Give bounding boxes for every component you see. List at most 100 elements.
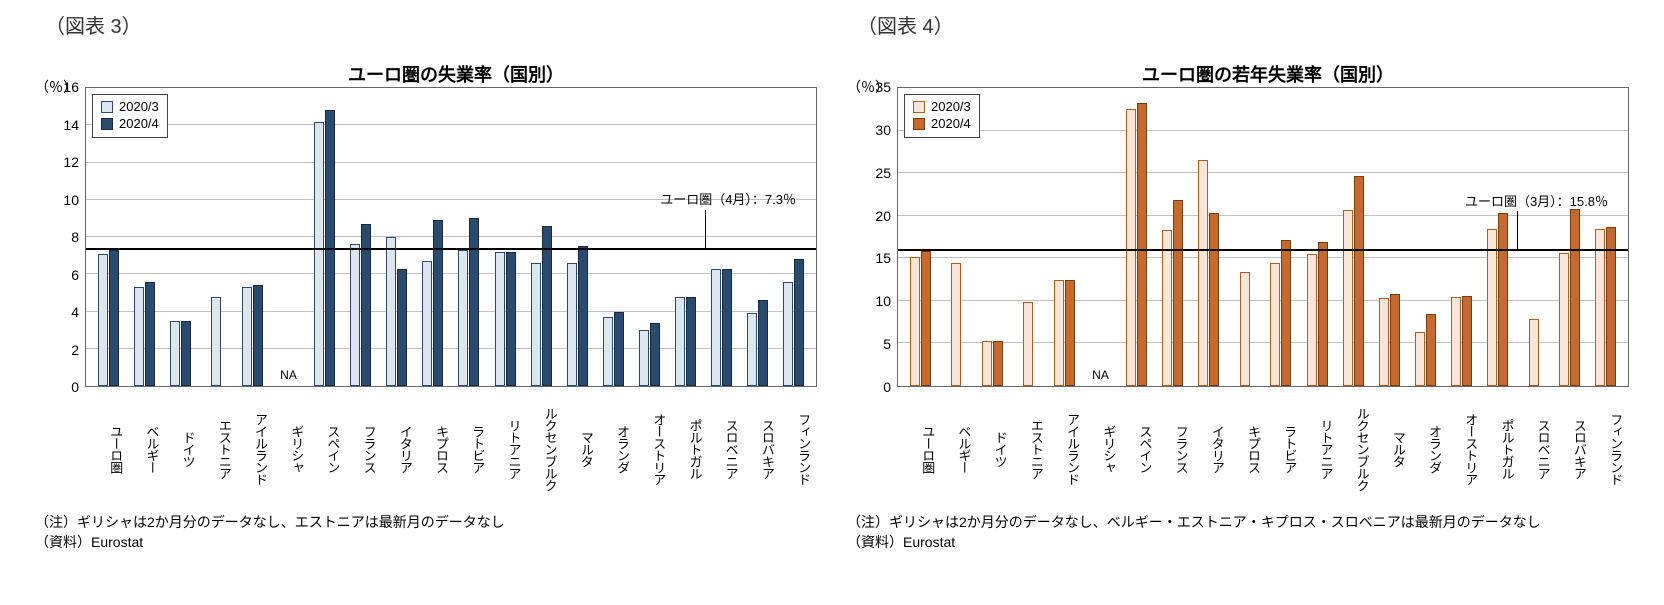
bar (433, 220, 443, 386)
legend-right: 2020/32020/4 (904, 94, 980, 138)
bar (506, 252, 516, 386)
legend-row: 2020/3 (101, 99, 159, 116)
bar (458, 250, 468, 386)
bar (758, 300, 768, 386)
y-axis-right: 05101520253035 (847, 87, 897, 387)
bar (993, 341, 1003, 386)
ref-line (898, 249, 1628, 251)
bar (109, 250, 119, 386)
chart-title-right: ユーロ圏の若年失業率（国別） (907, 61, 1629, 87)
y-tick: 12 (63, 155, 79, 169)
bar-group (631, 88, 667, 386)
x-axis-label: キプロス (415, 387, 451, 507)
bar (1270, 263, 1280, 386)
bar-group (1371, 88, 1407, 386)
legend-left: 2020/32020/4 (92, 94, 168, 138)
bar-group (668, 88, 704, 386)
bar (578, 246, 588, 386)
bar (422, 261, 432, 386)
x-axis-label: キプロス (1227, 387, 1263, 507)
bar (397, 269, 407, 386)
bar (1023, 302, 1033, 386)
bar (722, 269, 732, 386)
figure-label-left: （図表 3） (45, 10, 817, 39)
bar (1529, 319, 1539, 386)
y-tick: 16 (63, 80, 79, 94)
ref-arrow (705, 210, 706, 250)
bars-right: NA (898, 88, 1628, 386)
bar (794, 259, 804, 386)
bar (1462, 296, 1472, 386)
bar (253, 285, 263, 386)
bar-group: NA (270, 88, 306, 386)
bar-group (307, 88, 343, 386)
plot-area-left: 0246810121416 2020/32020/4 ユーロ圏（4月）：7.3％… (35, 87, 817, 387)
note-left: （注）ギリシャは2か月分のデータなし、エストニアは最新月のデータなし (35, 513, 817, 533)
bar-group (1263, 88, 1299, 386)
y-tick: 6 (71, 268, 79, 282)
bar-group (198, 88, 234, 386)
plot-area-right: 05101520253035 2020/32020/4 ユーロ圏（3月）：15.… (847, 87, 1629, 387)
bar (1451, 297, 1461, 386)
x-axis-label: ルクセンブルク (1335, 387, 1371, 507)
bar-group (559, 88, 595, 386)
x-axis-label: エストニア (198, 387, 234, 507)
bar-group (704, 88, 740, 386)
y-tick: 8 (71, 230, 79, 244)
y-tick: 0 (883, 380, 891, 394)
x-axis-label: ユーロ圏 (901, 387, 937, 507)
grid-area-left: 2020/32020/4 ユーロ圏（4月）：7.3％ NA (85, 87, 817, 387)
x-axis-label: ラトビア (1263, 387, 1299, 507)
bar-group (1119, 88, 1155, 386)
chart-header-right: （％） ユーロ圏の若年失業率（国別） (847, 47, 1629, 87)
y-tick: 2 (71, 343, 79, 357)
bar (639, 330, 649, 386)
bar (98, 254, 108, 386)
bar-group (776, 88, 812, 386)
x-axis-label: リトアニア (487, 387, 523, 507)
bar (386, 237, 396, 386)
x-axis-label: ドイツ (161, 387, 197, 507)
x-axis-label: オーストリア (1444, 387, 1480, 507)
bar (1209, 213, 1219, 386)
legend-row: 2020/4 (913, 116, 971, 133)
bar (747, 313, 757, 386)
x-axis-label: ギリシャ (1082, 387, 1118, 507)
bar (1198, 160, 1208, 386)
x-axis-label: ギリシャ (270, 387, 306, 507)
x-axis-label: フランス (342, 387, 378, 507)
bar (1065, 280, 1075, 386)
bar (614, 312, 624, 387)
ref-arrow (1517, 211, 1518, 251)
x-axis-label: マルタ (1372, 387, 1408, 507)
bar (145, 282, 155, 386)
bar (170, 321, 180, 386)
legend-swatch (913, 118, 925, 130)
bar (951, 263, 961, 386)
y-tick: 25 (875, 166, 891, 180)
ref-label-left: ユーロ圏（4月）：7.3％ (660, 189, 796, 208)
bar-group (1046, 88, 1082, 386)
bar (181, 321, 191, 386)
bar (675, 297, 685, 386)
bar (1126, 109, 1136, 386)
bar (1415, 332, 1425, 386)
bar (469, 218, 479, 386)
bar (495, 252, 505, 386)
bar (1343, 210, 1353, 386)
bar (1498, 213, 1508, 386)
bar (1173, 200, 1183, 386)
bar (711, 269, 721, 386)
bar (1595, 229, 1605, 386)
x-axis-label: アイルランド (234, 387, 270, 507)
y-tick: 5 (883, 337, 891, 351)
legend-label: 2020/4 (931, 116, 971, 133)
legend-label: 2020/4 (119, 116, 159, 133)
legend-row: 2020/3 (913, 99, 971, 116)
figure-label-right: （図表 4） (857, 10, 1629, 39)
footnotes-left: （注）ギリシャは2か月分のデータなし、エストニアは最新月のデータなし （資料）E… (35, 513, 817, 552)
right-panel: （図表 4） （％） ユーロ圏の若年失業率（国別） 05101520253035… (832, 10, 1644, 595)
bar (1162, 230, 1172, 386)
bar (783, 282, 793, 386)
bar-group: NA (1082, 88, 1118, 386)
